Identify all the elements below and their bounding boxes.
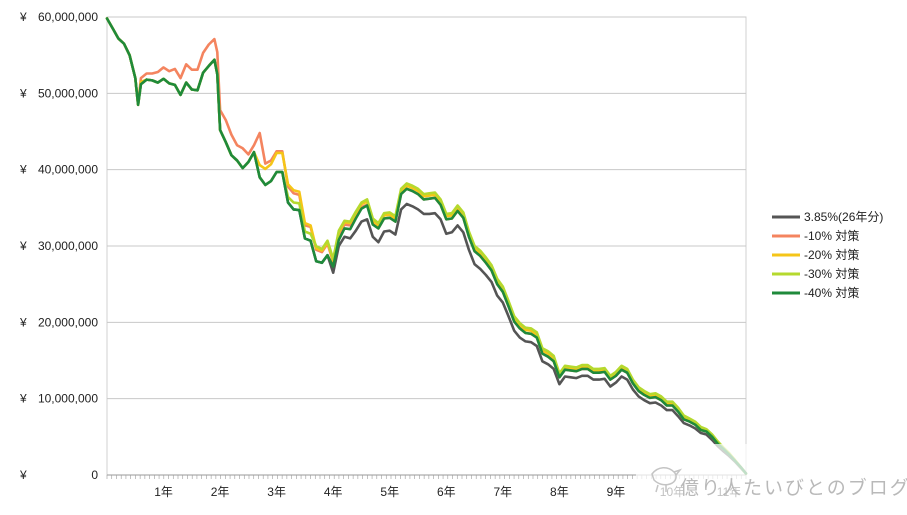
legend-label: -30% 対策 — [804, 267, 859, 281]
x-tick-label: 9年 — [607, 485, 626, 499]
y-tick-label: 20,000,000 — [38, 315, 98, 329]
y-tick-label: 30,000,000 — [38, 239, 98, 253]
x-tick-label: 2年 — [211, 485, 230, 499]
y-tick-label: 10,000,000 — [38, 392, 98, 406]
x-tick-label: 3年 — [267, 485, 286, 499]
series-lines — [105, 17, 748, 475]
legend-label: -10% 対策 — [804, 229, 859, 243]
y-tick-label: 60,000,000 — [38, 10, 98, 24]
x-tick-label: 5年 — [380, 485, 399, 499]
y-tick-currency: ¥ — [19, 315, 27, 329]
y-tick-currency: ¥ — [19, 10, 27, 24]
legend-label: -20% 対策 — [804, 248, 859, 262]
legend-label: 3.85%(26年分) — [804, 210, 883, 224]
legend: 3.85%(26年分) -10% 対策 -20% 対策 -30% 対策 -40% 対策 — [772, 210, 883, 300]
watermark-text: 億り人たいびとのブログ — [680, 476, 907, 499]
x-tick-label: 8年 — [550, 485, 569, 499]
y-axis-labels: ¥0 ¥ 10,000,000 ¥ 20,000,000 ¥ 30,000,000 ¥ 40,0… — [19, 10, 98, 482]
y-tick-label: 40,000,000 — [38, 163, 98, 177]
x-tick-label: 7年 — [493, 485, 512, 499]
y-tick-currency: ¥ — [19, 239, 27, 253]
y-tick-label: 0 — [91, 468, 98, 482]
y-tick-currency: ¥ — [19, 468, 27, 482]
x-tick-label: 6年 — [437, 485, 456, 499]
series-line-5 — [105, 17, 748, 475]
bird-icon — [651, 467, 683, 493]
legend-label: -40% 対策 — [804, 286, 859, 300]
x-tick-label: 1年 — [154, 485, 173, 499]
watermark: 億り人たいびとのブログ — [636, 444, 907, 506]
y-tick-currency: ¥ — [19, 163, 27, 177]
y-tick-currency: ¥ — [19, 392, 27, 406]
y-tick-label: 50,000,000 — [38, 86, 98, 100]
y-tick-currency: ¥ — [19, 86, 27, 100]
x-tick-label: 4年 — [324, 485, 343, 499]
